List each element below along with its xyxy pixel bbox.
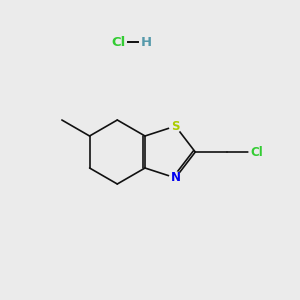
Circle shape [249,144,265,160]
Text: Cl: Cl [251,146,263,158]
Text: N: N [170,171,180,184]
Text: H: H [140,35,152,49]
Text: Cl: Cl [111,35,125,49]
Circle shape [169,120,181,132]
Text: S: S [171,120,180,133]
Circle shape [169,172,181,184]
